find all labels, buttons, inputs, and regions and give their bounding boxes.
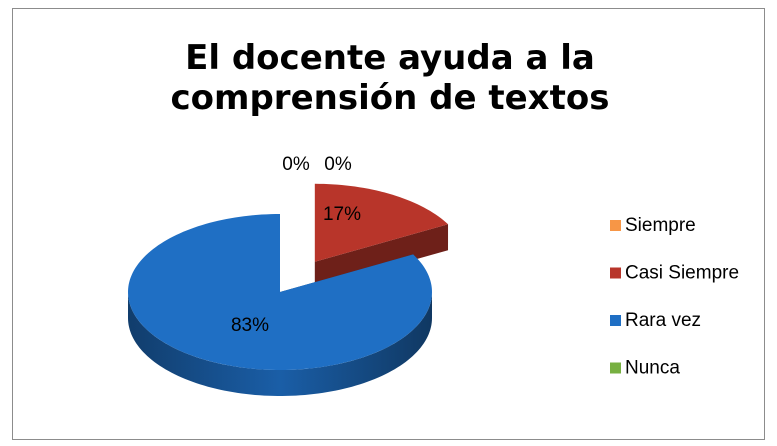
- slice-side: [128, 292, 432, 396]
- data-label: 0%: [324, 154, 352, 175]
- chart-title: El docente ayuda a la comprensión de tex…: [170, 38, 610, 118]
- slice-edge: [314, 224, 449, 288]
- data-label: 17%: [323, 204, 361, 225]
- data-label: 83%: [231, 315, 269, 336]
- legend-label: Siempre: [625, 215, 696, 236]
- legend-label: Casi Siempre: [625, 263, 739, 284]
- legend-swatch: [610, 267, 621, 279]
- legend-label: Nunca: [625, 358, 680, 379]
- legend-swatch: [610, 315, 621, 326]
- legend-label: Rara vez: [625, 310, 701, 331]
- data-label: 0%: [282, 154, 310, 175]
- slice: [128, 214, 432, 370]
- legend-swatch: [610, 362, 621, 374]
- slice: [314, 183, 449, 262]
- legend-swatch: [610, 220, 621, 231]
